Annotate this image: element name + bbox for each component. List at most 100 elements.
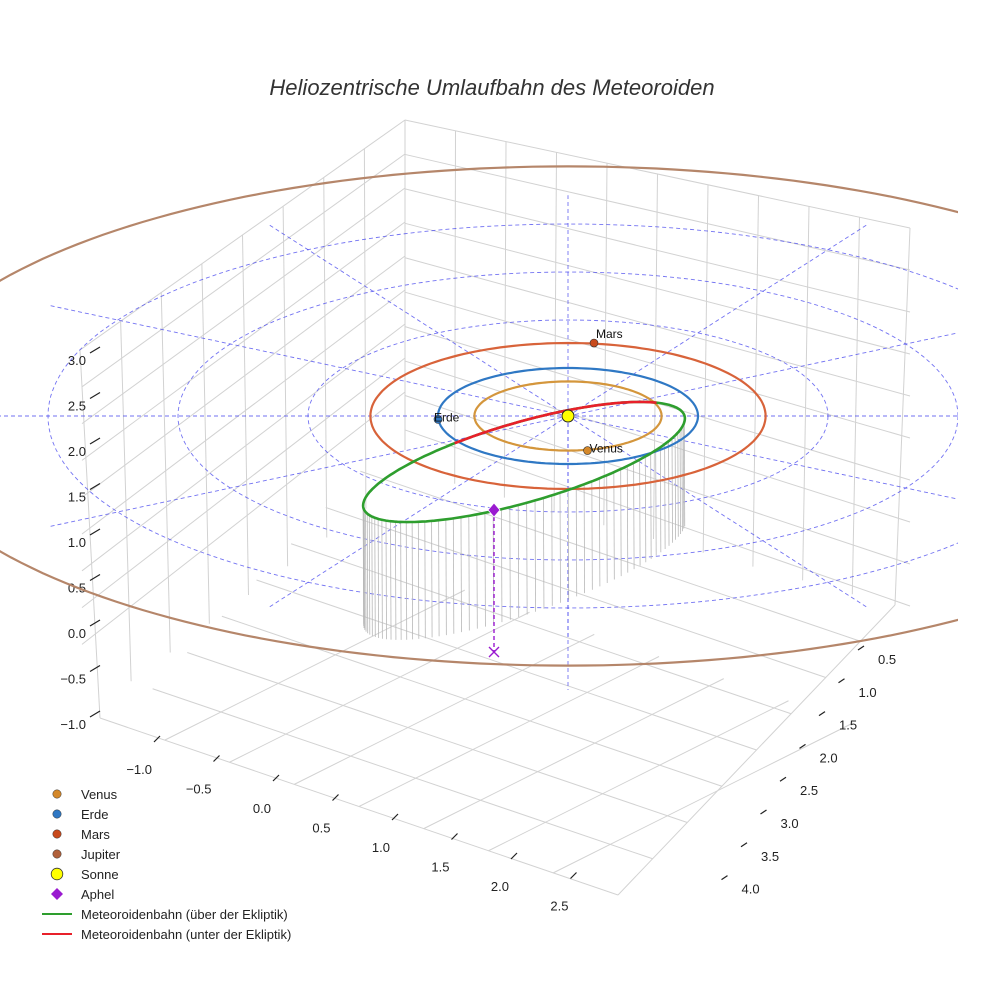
label-venus: Venus (590, 442, 623, 456)
drop-line (534, 500, 536, 612)
grid-line (404, 257, 911, 397)
drop-line (452, 518, 455, 634)
grid-line (503, 141, 507, 498)
marker-erde (433, 415, 443, 424)
drop-line (445, 519, 447, 636)
drop-line (682, 424, 685, 529)
grid-line (81, 289, 406, 535)
drop-line (606, 475, 608, 583)
legend-label: Sonne (81, 867, 119, 882)
y-tick-label: 4.0 (742, 882, 760, 897)
z-tick-label: −1.0 (60, 717, 86, 732)
drop-line (551, 495, 553, 606)
y-tick-label: 1.0 (859, 685, 877, 700)
y-tick-mark (760, 809, 767, 815)
orbit-mars (369, 341, 767, 491)
grid-line (404, 395, 911, 565)
grid-line (229, 611, 530, 763)
legend-marker (50, 867, 64, 881)
y-tick-label: 3.0 (781, 816, 799, 831)
legend-label: Venus (81, 787, 118, 802)
z-tick-mark (89, 437, 101, 445)
drop-line (368, 515, 371, 635)
legend-item: Meteoroidenbahn (über der Ekliptik) (42, 907, 288, 922)
drop-line (668, 441, 670, 546)
drop-line (395, 521, 397, 640)
label-erde: Erde (434, 410, 460, 424)
box-edge (79, 349, 101, 719)
drop-line (374, 517, 376, 638)
grid-line (404, 360, 911, 523)
drop-line (639, 459, 641, 566)
z-tick-mark (89, 482, 101, 491)
x-tick-label: 2.5 (550, 899, 568, 914)
drop-line (567, 490, 570, 600)
ecliptic-spoke (268, 224, 569, 417)
planet-markers: Venus Erde Mars (433, 327, 623, 658)
drop-line (460, 517, 462, 633)
drop-line (501, 509, 503, 623)
ecliptic-spoke (50, 415, 569, 527)
grid-line (152, 688, 653, 860)
grid-line (81, 187, 406, 425)
x-tick-label: 1.0 (372, 840, 390, 855)
z-tick-mark (89, 528, 101, 536)
drop-line (677, 432, 679, 537)
legend-item: Jupiter (52, 847, 121, 862)
legend: Venus Erde Mars Jupiter Sonne Aphel Meteoroide… (42, 787, 291, 942)
drop-line (509, 507, 511, 620)
drop-line (613, 472, 615, 580)
grid-line (802, 206, 810, 581)
grid-line (553, 152, 557, 512)
z-tick-mark (89, 619, 101, 627)
grid-line (358, 656, 660, 807)
grid-line (242, 234, 249, 596)
x-tick-label: 0.0 (253, 801, 271, 816)
grid-line (488, 700, 789, 852)
drop-line (365, 511, 367, 632)
x-tick-mark (510, 852, 518, 860)
x-tick-mark (213, 755, 220, 762)
y-tick-mark (779, 776, 787, 782)
legend-label: Meteoroidenbahn (über der Ekliptik) (81, 907, 288, 922)
legend-marker (51, 888, 63, 900)
z-tick-label: 2.5 (68, 399, 86, 414)
drop-line (468, 515, 470, 631)
drop-line (626, 465, 629, 573)
grid-line (325, 507, 826, 678)
drop-line (517, 505, 520, 618)
legend-marker (52, 849, 62, 859)
x-tick-mark (570, 872, 577, 879)
x-tick-mark (272, 774, 280, 782)
label-mars: Mars (596, 327, 623, 341)
drop-line (664, 444, 666, 550)
grid-line (187, 652, 688, 823)
drop-line (591, 481, 593, 590)
grid-line (363, 148, 367, 509)
grid-line (454, 130, 456, 484)
grid-line (81, 221, 406, 461)
drop-line (659, 447, 662, 553)
legend-label: Meteoroidenbahn (unter der Ekliptik) (81, 927, 291, 942)
grid-line (404, 188, 911, 313)
sun-marker (561, 409, 575, 423)
grid-line (702, 184, 709, 553)
y-tick-label: 3.5 (761, 849, 779, 864)
grid-line (282, 206, 289, 567)
drop-line (424, 521, 426, 639)
x-tick-mark (153, 735, 161, 743)
aphel-projection-marker (488, 646, 500, 658)
legend-item: Erde (52, 807, 108, 822)
drop-line (400, 521, 402, 640)
grid-line (81, 153, 406, 388)
grid-line (201, 263, 210, 624)
marker-venus (583, 446, 592, 455)
drop-line (644, 456, 647, 563)
ecliptic-spoke (567, 224, 868, 417)
drop-line (598, 478, 601, 587)
grid-line (851, 217, 860, 595)
legend-item: Mars (52, 827, 110, 842)
orbit-venus (473, 380, 663, 452)
orbit-jupiter (0, 165, 958, 667)
